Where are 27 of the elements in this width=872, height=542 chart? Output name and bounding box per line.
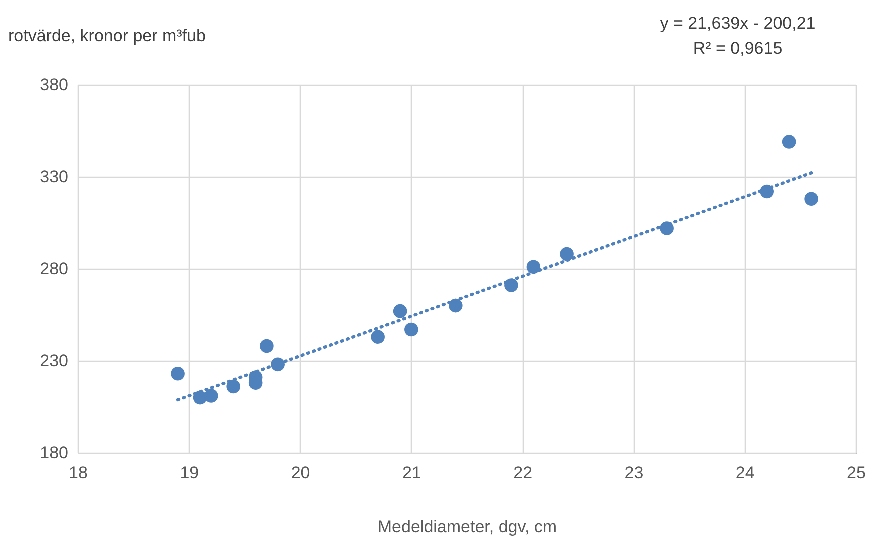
point [393,304,408,318]
y-tick-label: 330 [40,168,68,186]
x-tick-label: 19 [180,464,200,482]
point [560,247,574,262]
x-tick-label: 20 [291,464,310,482]
point [226,380,240,394]
point [171,367,185,381]
x-tick-label: 22 [514,464,533,482]
y-axis-title: rotvärde, kronor per m³fub [8,26,206,46]
point [204,389,218,403]
x-tick-label: 24 [736,464,755,482]
point [260,339,274,354]
x-tick-label: 23 [624,464,644,482]
y-tick-label: 180 [40,444,68,462]
y-tick-label: 380 [40,76,68,94]
point [371,330,385,344]
x-axis-title: Medeldiameter, dgv, cm [378,518,558,536]
text: y = 21,639x - 200,21 [660,14,816,33]
x-tick-label: 25 [847,464,866,482]
point [404,322,418,337]
point [782,135,796,149]
text: R² = 0,9615 [693,39,783,58]
x-tick-label: 21 [402,464,422,482]
y-tick-label: 280 [40,260,68,278]
x-tick-label: 18 [69,464,88,482]
y-tick-label: 230 [40,352,68,370]
point [804,192,818,206]
